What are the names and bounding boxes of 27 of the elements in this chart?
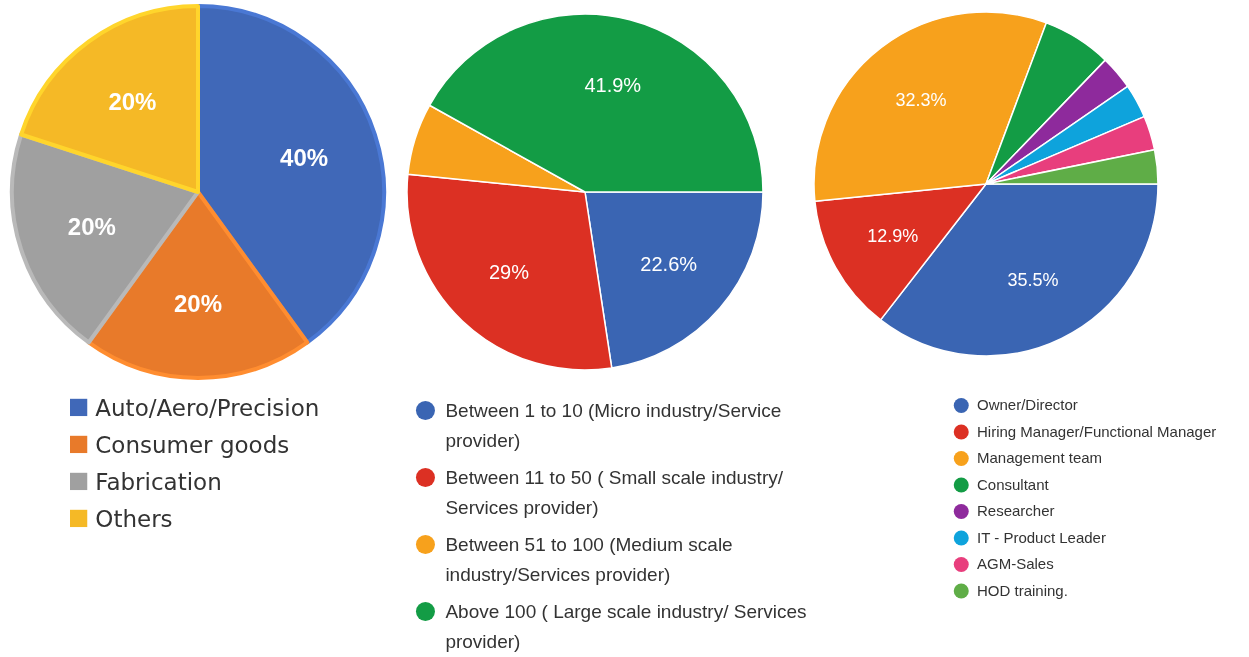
data-label: 20% — [108, 88, 157, 116]
legend-label: Consultant — [977, 475, 1050, 493]
legend-label: Auto/Aero/Precision — [95, 395, 320, 422]
data-label: 20% — [173, 290, 223, 317]
legend-label: AGM-Sales — [977, 555, 1054, 573]
legend-label: Others — [95, 506, 173, 533]
data-label: 35.5% — [1007, 270, 1059, 291]
data-label: 41.9% — [584, 74, 642, 97]
legend-label: Between 11 to 50 ( Small scale industry/ Services provider) — [445, 466, 784, 518]
legend-label: Consumer goods — [95, 432, 290, 459]
legend-label: Above 100 ( Large scale industry/ Services provider) — [445, 600, 807, 652]
legend-label: HOD training. — [977, 581, 1068, 599]
legend-label: Between 1 to 10 (Micro industry/Service provider) — [445, 399, 782, 451]
legend-label: Hiring Manager/Functional Manager — [977, 422, 1217, 440]
data-label: 20% — [67, 212, 116, 240]
data-label: 32.3% — [895, 89, 947, 110]
legend-label: Fabrication — [95, 469, 222, 496]
legend-label: Between 51 to 100 (Medium scale industry/Services provider) — [445, 533, 733, 585]
legend-label: Researcher — [977, 502, 1055, 520]
data-label: 40% — [280, 143, 329, 171]
legend-label: Management team — [977, 449, 1103, 467]
data-label: 22.6% — [640, 252, 698, 275]
legend-label: Owner/Director — [977, 396, 1078, 414]
data-label: 12.9% — [867, 225, 919, 246]
data-label: 29% — [488, 260, 530, 283]
legend-label: IT - Product Leader — [977, 528, 1106, 546]
pie-slice — [19, 4, 200, 194]
